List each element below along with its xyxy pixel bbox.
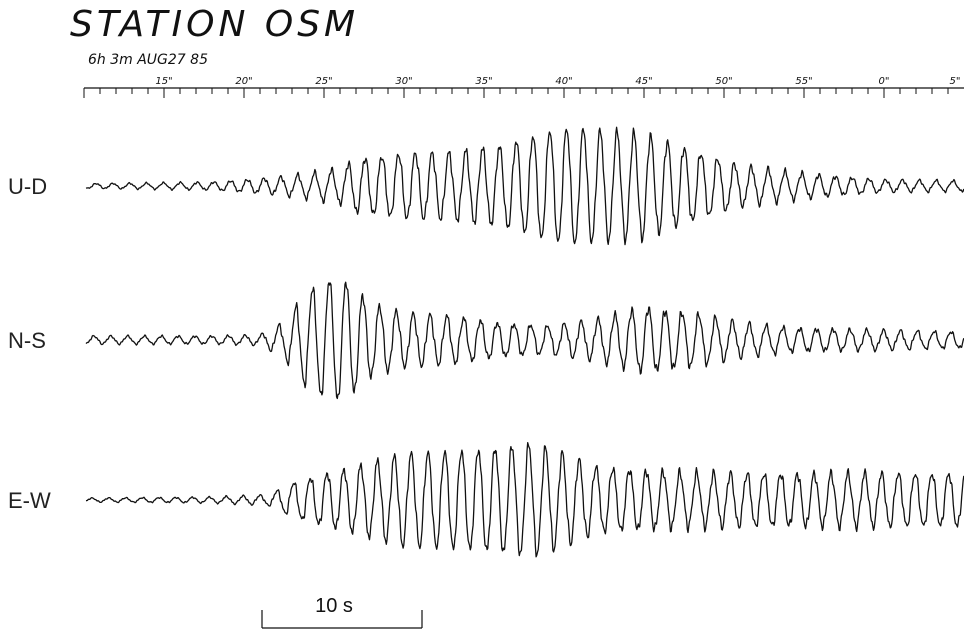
start-time-label: 6h 3m AUG27 85	[88, 52, 208, 68]
time-tick-label: 0"	[879, 76, 890, 87]
trace-n-s	[85, 281, 964, 400]
time-tick-label: 35"	[475, 76, 492, 87]
channel-label-n-s: N-S	[8, 328, 46, 353]
channel-label-u-d: U-D	[8, 174, 47, 199]
trace-e-w	[85, 442, 964, 558]
channel-label-e-w: E-W	[8, 488, 51, 513]
time-tick-label: 20"	[235, 76, 252, 87]
time-tick-label: 15"	[155, 76, 172, 87]
time-tick-label: 45"	[635, 76, 652, 87]
time-tick-label: 40"	[555, 76, 572, 87]
time-tick-label: 50"	[715, 76, 732, 87]
scale-bar: 10 s	[261, 595, 423, 629]
trace-u-d	[85, 126, 964, 246]
time-tick-label: 5"	[950, 76, 961, 87]
traces: U-D N-S E-W	[8, 126, 964, 558]
time-axis: 15" 20" 25" 30" 35" 40" 45" 50" 55" 0" 5"	[83, 76, 964, 98]
station-title: STATION OSM	[70, 4, 360, 45]
time-tick-label: 55"	[795, 76, 812, 87]
time-tick-label: 30"	[395, 76, 412, 87]
scale-bar-label: 10 s	[315, 595, 353, 617]
time-tick-label: 25"	[315, 76, 332, 87]
